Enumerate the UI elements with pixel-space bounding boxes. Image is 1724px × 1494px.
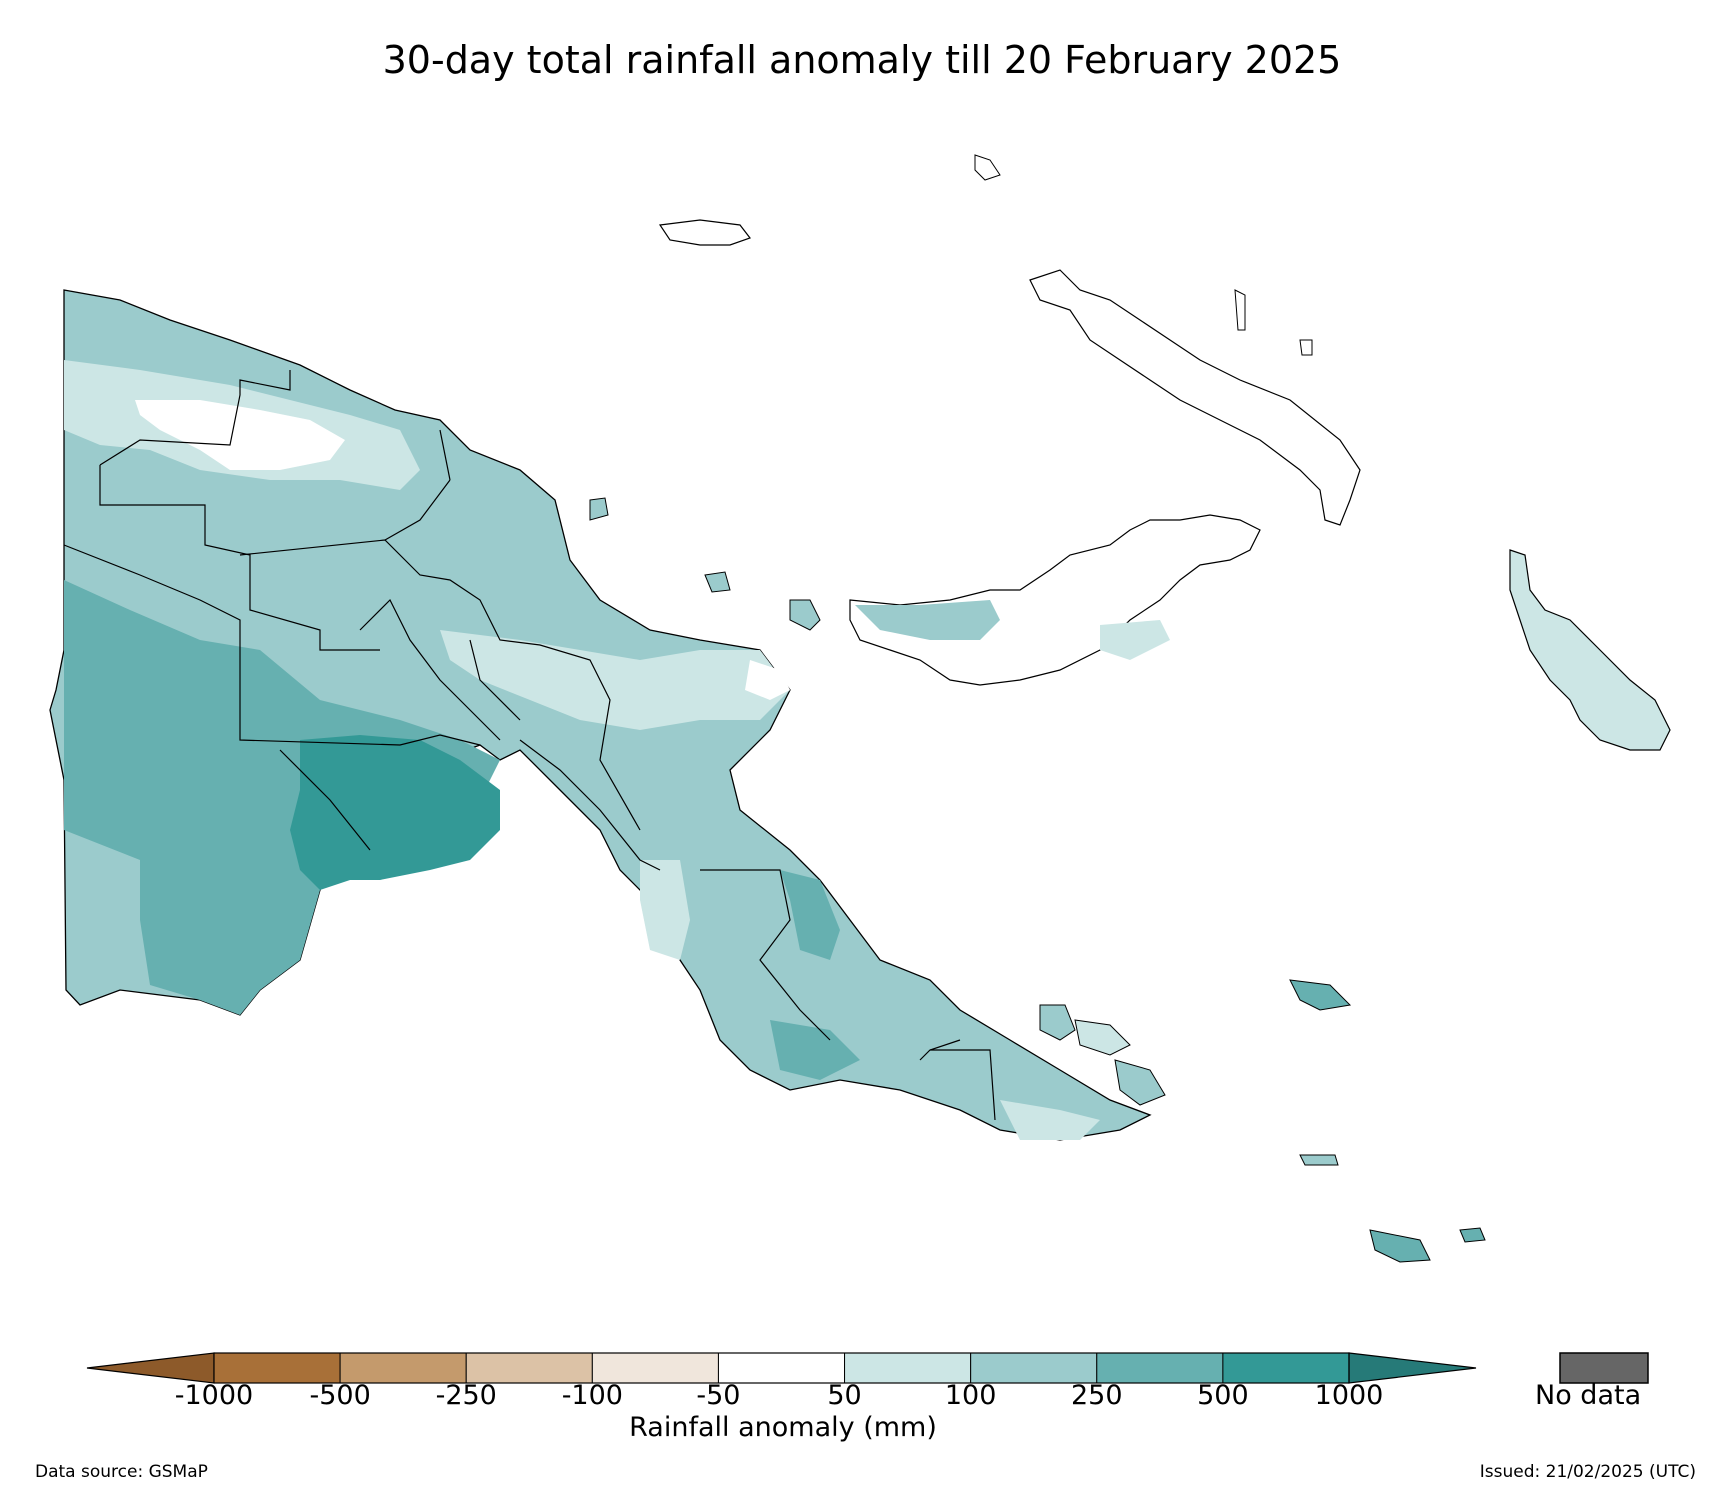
no-data-label: No data (1535, 1380, 1642, 1411)
colorbar-tick-label: -250 (435, 1380, 497, 1411)
colorbar-segment (970, 1352, 1098, 1384)
no-data-swatch (1559, 1352, 1649, 1384)
colorbar-segment (1222, 1352, 1350, 1384)
colorbar-tick-label: -500 (309, 1380, 371, 1411)
colorbar-segment (1096, 1352, 1224, 1384)
colorbar-segment (717, 1352, 846, 1384)
issued-date: Issued: 21/02/2025 (UTC) (1479, 1462, 1696, 1482)
colorbar-tick-label: -50 (696, 1380, 741, 1411)
new-britain-island (849, 514, 1261, 686)
colorbar-segment (591, 1352, 719, 1384)
colorbar-extend-high (1348, 1352, 1477, 1384)
colorbar-title: Rainfall anomaly (mm) (629, 1412, 937, 1443)
colorbar-segment (213, 1352, 341, 1384)
colorbar-tick-label: 100 (944, 1380, 997, 1411)
colorbar-tick-label: 50 (827, 1380, 862, 1411)
colorbar-segment (844, 1352, 972, 1384)
new-ireland-island (1029, 269, 1361, 526)
data-source: Data source: GSMaP (35, 1462, 208, 1482)
bougainville-island (1509, 549, 1671, 751)
colorbar-segment (465, 1352, 593, 1384)
province-boundaries (63, 370, 996, 1121)
colorbar (86, 1352, 1477, 1384)
colorbar-tick-label: 500 (1197, 1380, 1249, 1411)
colorbar-tick-label: 250 (1070, 1380, 1123, 1411)
colorbar-tick-label: 1000 (1314, 1380, 1384, 1411)
colorbar-tick-label: -100 (561, 1380, 623, 1411)
manus-island (658, 219, 751, 246)
colorbar-segment (339, 1352, 467, 1384)
map-title: 30-day total rainfall anomaly till 20 Fe… (382, 38, 1342, 82)
colorbar-tick-label: -1000 (174, 1380, 254, 1411)
colorbar-extend-low (86, 1352, 215, 1384)
